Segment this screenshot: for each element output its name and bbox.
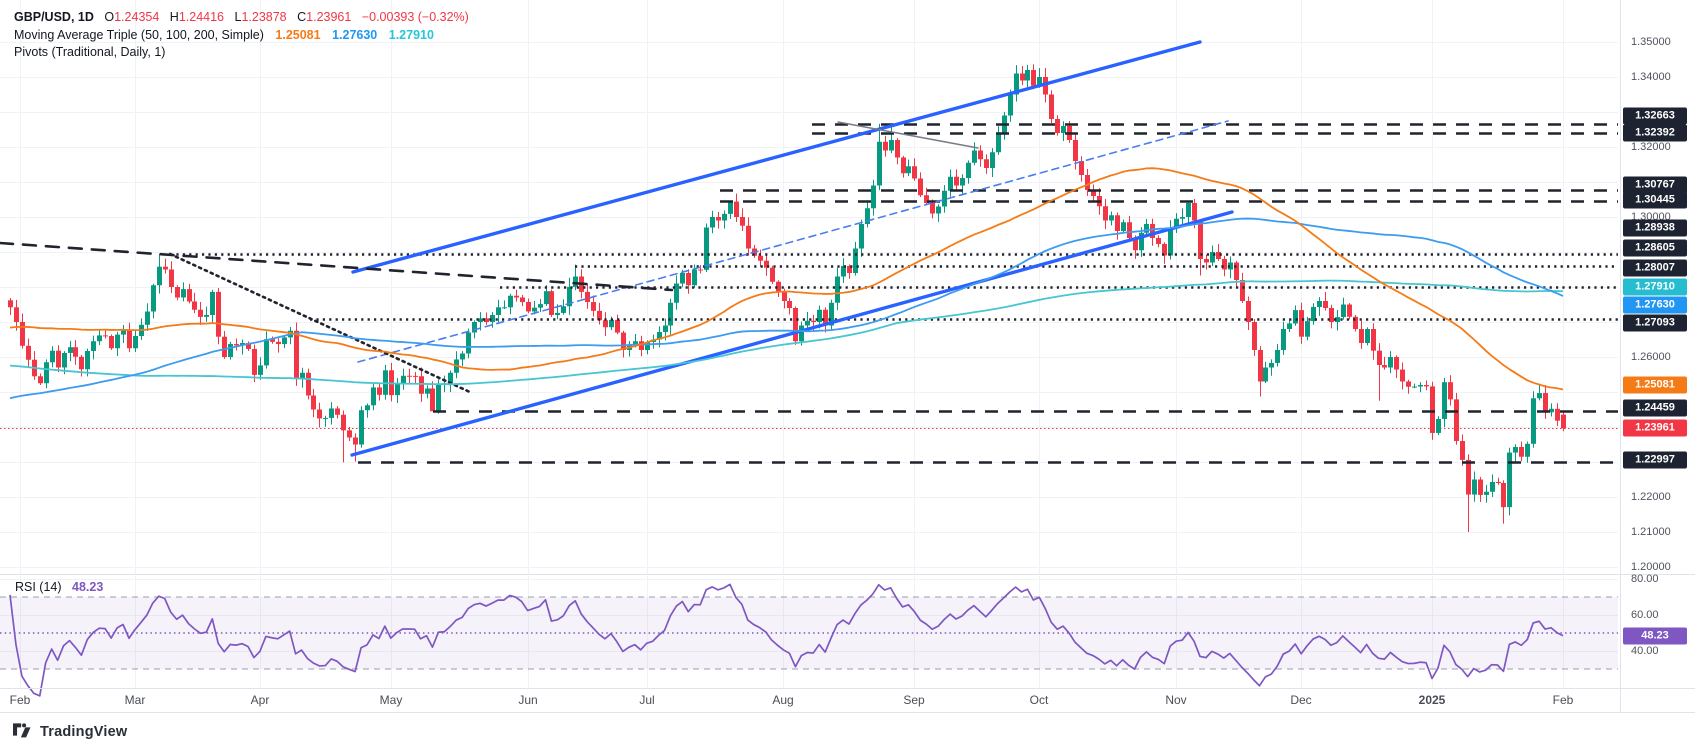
ma50-value: 1.25081 xyxy=(275,27,321,42)
price-axis-label: 1.20000 xyxy=(1631,561,1671,573)
tradingview-logo-text: TradingView xyxy=(40,723,128,740)
price-level-badge: 1.30445 xyxy=(1623,191,1687,209)
price-axis-label: 1.35000 xyxy=(1631,36,1671,48)
time-axis-label: Sep xyxy=(903,693,925,707)
price-level-badge: 1.32392 xyxy=(1623,124,1687,142)
time-axis-label: Oct xyxy=(1029,693,1049,707)
price-level-badge: 1.28938 xyxy=(1623,219,1687,237)
rsi-legend-row[interactable]: RSI (14) 48.23 xyxy=(15,580,103,594)
time-axis-label: May xyxy=(379,693,403,707)
price-level-badge: 1.23961 xyxy=(1623,419,1687,437)
time-axis-label: Apr xyxy=(250,693,270,707)
time-axis-label: Jul xyxy=(639,693,655,707)
price-level-badge: 1.28007 xyxy=(1623,259,1687,277)
price-axis-label: 1.21000 xyxy=(1631,526,1671,538)
rsi-value-badge: 48.23 xyxy=(1623,627,1687,645)
time-axis-label: Feb xyxy=(1552,693,1574,707)
rsi-axis-label: 80.00 xyxy=(1631,573,1659,585)
open-label: O xyxy=(104,10,115,24)
time-axis-label: Nov xyxy=(1165,693,1187,707)
change-value: −0.00393 (−0.32%) xyxy=(361,10,469,24)
price-axis-label: 1.22000 xyxy=(1631,491,1671,503)
rsi-indicator-title: RSI (14) xyxy=(15,580,62,594)
legend-ma-row[interactable]: Moving Average Triple (50, 100, 200, Sim… xyxy=(14,27,469,45)
ma-indicator-title: Moving Average Triple (50, 100, 200, Sim… xyxy=(14,27,264,42)
time-axis-label: 2025 xyxy=(1418,693,1446,707)
open-value: 1.24354 xyxy=(114,10,160,24)
close-label: C xyxy=(297,10,307,24)
price-axis-label: 1.26000 xyxy=(1631,351,1671,363)
low-value: 1.23878 xyxy=(241,10,287,24)
rsi-current-value: 48.23 xyxy=(72,580,104,594)
price-axis[interactable]: 1.35000 1.34000 1.32000 1.30000 1.26000 1.220… xyxy=(1620,0,1695,712)
ma100-value: 1.27630 xyxy=(332,27,378,42)
price-level-badge: 1.24459 xyxy=(1623,399,1687,417)
rsi-axis-label: 40.00 xyxy=(1631,645,1659,657)
price-level-badge: 1.27093 xyxy=(1623,314,1687,332)
price-level-badge: 1.27910 xyxy=(1623,278,1687,296)
price-level-badge: 1.30767 xyxy=(1623,176,1687,194)
tradingview-branding[interactable]: TradingView xyxy=(13,723,127,740)
ma200-value: 1.27910 xyxy=(388,27,434,42)
time-axis-label: Mar xyxy=(124,693,146,707)
price-level-badge: 1.27630 xyxy=(1623,296,1687,314)
high-value: 1.24416 xyxy=(178,10,224,24)
pivots-indicator-title: Pivots (Traditional, Daily, 1) xyxy=(14,45,166,59)
price-level-badge: 1.28605 xyxy=(1623,239,1687,257)
time-axis-label: Jun xyxy=(518,693,538,707)
price-level-badge: 1.32663 xyxy=(1623,107,1687,125)
chart-legend: GBP/USD, 1D O1.24354 H1.24416 L1.23878 C… xyxy=(14,9,469,62)
time-axis-label: Dec xyxy=(1290,693,1312,707)
rsi-axis-label: 60.00 xyxy=(1631,609,1659,621)
legend-pivots-row[interactable]: Pivots (Traditional, Daily, 1) xyxy=(14,44,469,62)
time-axis-label: Feb xyxy=(9,693,31,707)
tradingview-logo-icon xyxy=(13,723,31,738)
symbol-title: GBP/USD, 1D xyxy=(14,10,94,24)
price-level-badge: 1.22997 xyxy=(1623,451,1687,469)
legend-symbol-row[interactable]: GBP/USD, 1D O1.24354 H1.24416 L1.23878 C… xyxy=(14,9,469,27)
close-value: 1.23961 xyxy=(306,10,352,24)
high-label: H xyxy=(169,10,179,24)
price-axis-label: 1.34000 xyxy=(1631,71,1671,83)
low-label: L xyxy=(234,10,242,24)
time-axis[interactable]: Feb Mar Apr May Jun Jul Aug Sep Oct Nov Dec 2025 Feb xyxy=(0,688,1695,712)
price-axis-label: 1.32000 xyxy=(1631,141,1671,153)
price-level-badge: 1.25081 xyxy=(1623,376,1687,394)
time-axis-label: Aug xyxy=(772,693,794,707)
